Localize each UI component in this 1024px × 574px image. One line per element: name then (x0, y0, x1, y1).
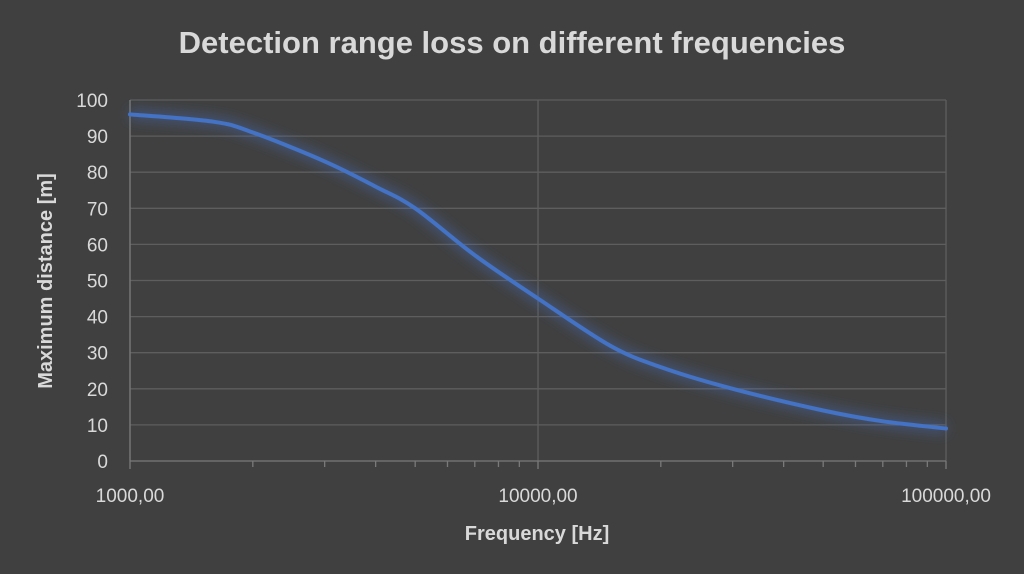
y-tick-label: 30 (87, 344, 108, 365)
x-tick-labels: 1000,00 10000,00 100000,00 (96, 486, 991, 507)
y-tick-label: 60 (87, 235, 108, 256)
y-tick-label: 0 (97, 452, 108, 473)
y-axis-label: Maximum distance [m] (35, 173, 57, 389)
y-tick-label: 10 (87, 416, 108, 437)
y-tick-label: 20 (87, 380, 108, 401)
x-axis-label: Frequency [Hz] (465, 523, 609, 545)
y-tick-label: 40 (87, 308, 108, 329)
y-tick-label: 50 (87, 272, 108, 293)
y-tick-labels: 0 10 20 30 40 50 60 70 80 90 100 (76, 91, 108, 473)
chart-title: Detection range loss on different freque… (179, 25, 846, 60)
y-tick-label: 80 (87, 163, 108, 184)
y-tick-label: 100 (76, 91, 108, 112)
series-layer (128, 109, 948, 434)
series-line (128, 112, 948, 431)
axes (129, 100, 947, 469)
y-tick-label: 70 (87, 199, 108, 220)
x-tick-label: 1000,00 (96, 486, 165, 507)
y-tick-label: 90 (87, 127, 108, 148)
x-tick-label: 100000,00 (901, 486, 991, 507)
x-tick-label: 10000,00 (498, 486, 577, 507)
